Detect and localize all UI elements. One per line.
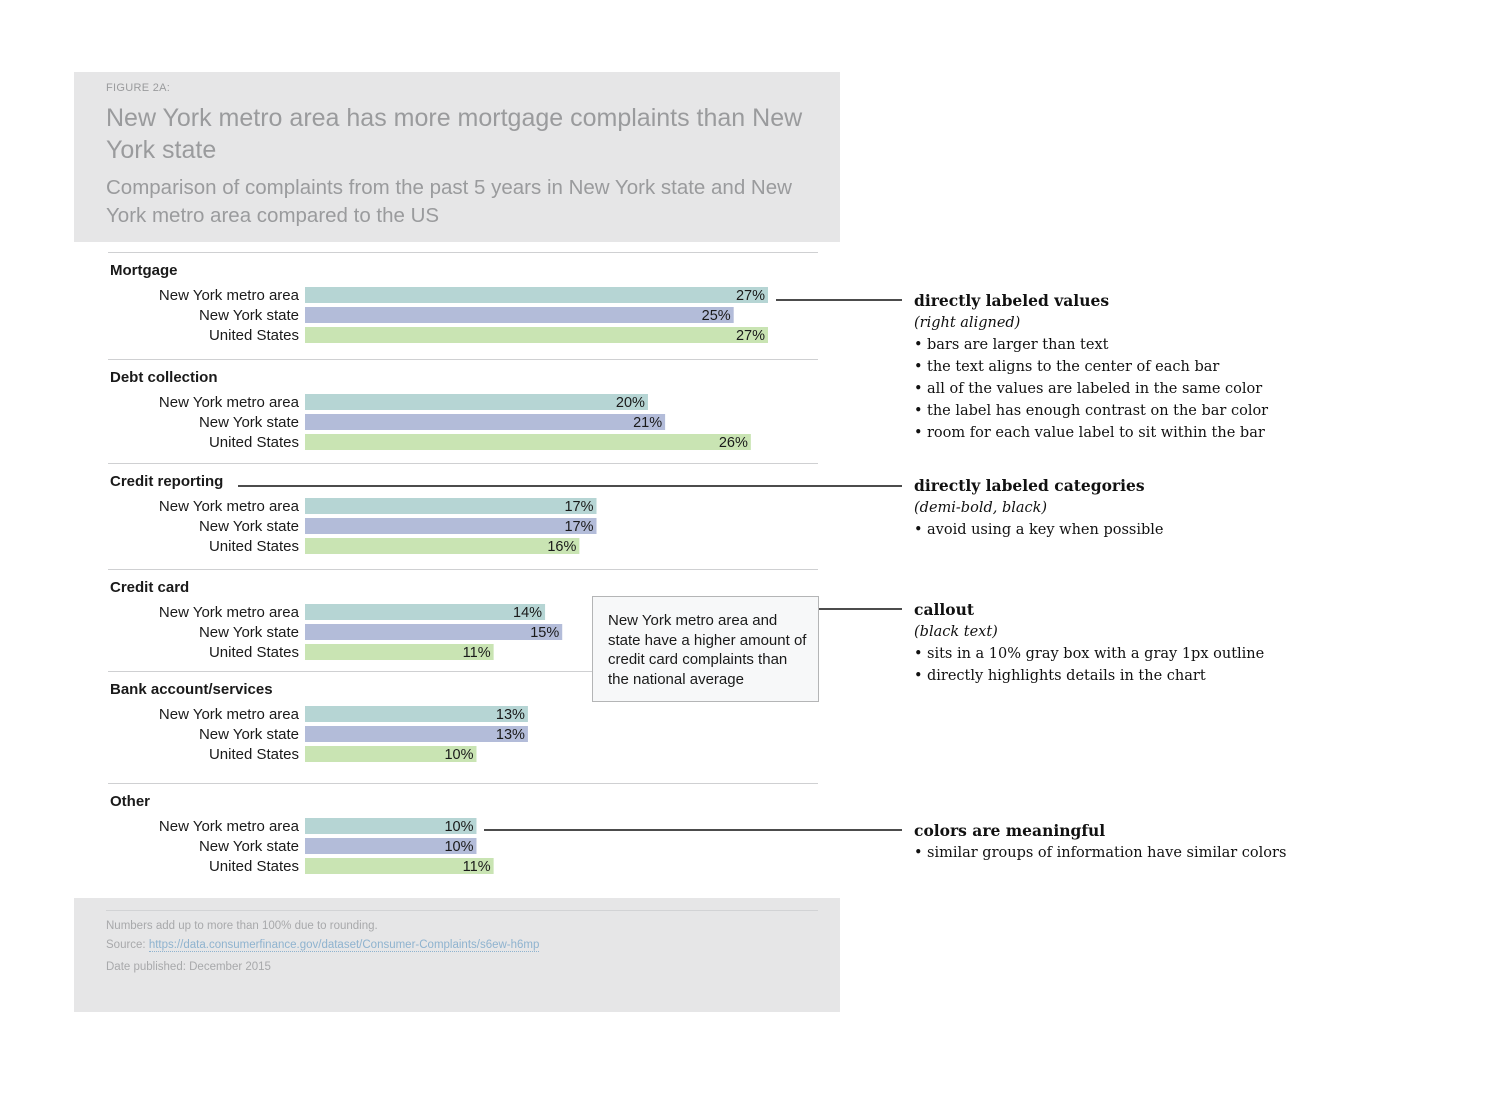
annotation-subtitle: (right aligned) <box>914 315 1021 331</box>
annotation-bullet: • the label has enough contrast on the ba… <box>914 403 1269 419</box>
annotation-labeled-categories: directly labeled categories (demi-bold, … <box>914 475 1474 541</box>
annotation-labeled-values: directly labeled values (right aligned) … <box>914 290 1474 444</box>
value-label: 26% <box>719 435 748 451</box>
series-label: New York state <box>199 307 299 324</box>
annotation-bullet: • sits in a 10% gray box with a gray 1px … <box>914 646 1265 662</box>
series-label: United States <box>209 327 299 344</box>
chart-header: FIGURE 2A: New York metro area has more … <box>74 72 840 242</box>
annotation-bullet: • bars are larger than text <box>914 337 1109 353</box>
date-label: Date published: <box>106 961 186 973</box>
category-label: Credit card <box>110 579 189 596</box>
annotation-title: directly labeled categories <box>914 476 1145 495</box>
annotation-bullet: • the text aligns to the center of each b… <box>914 359 1220 375</box>
series-label: New York metro area <box>159 287 300 304</box>
annotation-bullet: • all of the values are labeled in the sa… <box>914 381 1263 397</box>
value-label: 11% <box>463 645 491 661</box>
category-label: Mortgage <box>110 262 178 279</box>
bar <box>305 538 580 554</box>
value-label: 27% <box>736 288 765 304</box>
series-label: New York metro area <box>159 818 300 835</box>
annotation-bullet: • similar groups of information have simi… <box>914 845 1287 861</box>
bar <box>305 706 528 722</box>
series-label: New York state <box>199 838 299 855</box>
bar <box>305 858 494 874</box>
category-label: Other <box>110 793 150 810</box>
annotation-subtitle: (demi-bold, black) <box>914 500 1048 516</box>
figure-label: FIGURE 2A: <box>106 82 171 94</box>
value-label: 11% <box>463 859 491 875</box>
bar <box>305 434 751 450</box>
bar <box>305 287 768 303</box>
value-label: 14% <box>513 605 542 621</box>
source-line: Source: https://data.consumerfinance.gov… <box>106 939 540 952</box>
series-label: New York state <box>199 624 299 641</box>
annotation-bullet: • room for each value label to sit within… <box>914 425 1265 441</box>
annotation-callout: callout (black text) • sits in a 10% gray… <box>914 599 1474 687</box>
value-label: 25% <box>702 308 731 324</box>
value-label: 10% <box>444 839 473 855</box>
annotation-title: colors are meaningful <box>914 821 1106 840</box>
category-label: Credit reporting <box>110 473 223 490</box>
bar <box>305 414 666 430</box>
bar <box>305 644 494 660</box>
annotation-colors: colors are meaningful • similar groups of… <box>914 820 1474 864</box>
series-label: New York state <box>199 414 299 431</box>
bar <box>305 327 768 343</box>
date-line: Date published: December 2015 <box>106 961 271 973</box>
series-label: New York metro area <box>159 394 300 411</box>
series-label: New York metro area <box>159 498 300 515</box>
series-label: New York state <box>199 726 299 743</box>
footer-divider <box>106 910 818 911</box>
chart-subtitle: Comparison of complaints from the past 5… <box>106 176 792 227</box>
source-label: Source: <box>106 939 146 951</box>
value-label: 10% <box>444 747 473 763</box>
date-value: December 2015 <box>189 961 271 973</box>
category-label: Debt collection <box>110 369 218 386</box>
value-label: 13% <box>496 727 525 743</box>
bar <box>305 624 563 640</box>
value-label: 16% <box>547 539 576 555</box>
annotation-bullet: • avoid using a key when possible <box>914 522 1164 538</box>
value-label: 10% <box>444 819 473 835</box>
category-label: Bank account/services <box>110 681 273 698</box>
chart-footer: Numbers add up to more than 100% due to … <box>74 898 840 1012</box>
annotation-bullet: • directly highlights details in the char… <box>914 668 1206 684</box>
value-label: 21% <box>633 415 662 431</box>
series-label: United States <box>209 858 299 875</box>
series-label: United States <box>209 644 299 661</box>
value-label: 20% <box>616 395 645 411</box>
value-label: 17% <box>564 499 593 515</box>
annotation-subtitle: (black text) <box>914 624 998 640</box>
value-label: 13% <box>496 707 525 723</box>
value-label: 27% <box>736 328 765 344</box>
bar <box>305 307 734 323</box>
annotation-title: callout <box>914 600 975 619</box>
callout-box: New York metro area and state have a hig… <box>592 596 819 702</box>
bar <box>305 818 477 834</box>
series-label: New York state <box>199 518 299 535</box>
value-label: 15% <box>530 625 559 641</box>
bar <box>305 604 546 620</box>
series-label: New York metro area <box>159 604 300 621</box>
bar <box>305 726 528 742</box>
bar <box>305 838 477 854</box>
chart-title: New York metro area has more mortgage co… <box>106 104 803 164</box>
series-label: United States <box>209 538 299 555</box>
bar <box>305 746 477 762</box>
series-label: United States <box>209 746 299 763</box>
bar <box>305 498 597 514</box>
annotation-title: directly labeled values <box>914 291 1110 310</box>
series-label: United States <box>209 434 299 451</box>
bar <box>305 394 648 410</box>
value-label: 17% <box>564 519 593 535</box>
source-link[interactable]: https://data.consumerfinance.gov/dataset… <box>148 939 540 952</box>
series-label: New York metro area <box>159 706 300 723</box>
bar <box>305 518 597 534</box>
footnote: Numbers add up to more than 100% due to … <box>106 920 378 932</box>
